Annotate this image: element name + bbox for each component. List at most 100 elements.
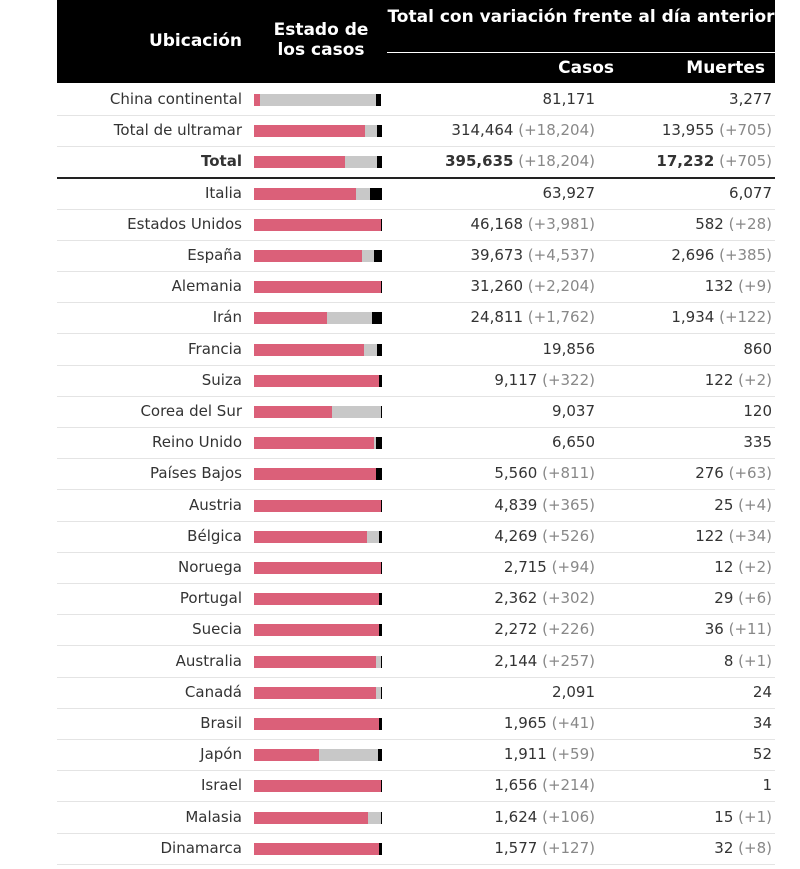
active-segment	[254, 156, 345, 168]
deaths-value: 335	[743, 433, 772, 451]
deaths-value: 24	[752, 683, 772, 701]
active-segment	[254, 468, 376, 480]
cases-cell: 19,856	[357, 340, 596, 359]
cases-value: 395,635	[445, 152, 514, 170]
table-header: Ubicación Estado de los casos Total con …	[57, 0, 775, 83]
recovered-segment	[260, 94, 376, 106]
deaths-segment	[381, 219, 382, 231]
cases-change: (+322)	[542, 371, 595, 389]
active-segment	[254, 531, 367, 543]
active-segment	[254, 749, 319, 761]
header-deaths: Muertes	[686, 58, 765, 78]
header-total: Total con variación frente al día anteri…	[387, 7, 775, 27]
cases-change: (+3,981)	[527, 215, 595, 233]
cases-change: (+4,537)	[527, 246, 595, 264]
cases-cell: 9,117 (+322)	[357, 371, 595, 390]
cases-value: 2,144	[494, 652, 538, 670]
deaths-segment	[377, 344, 382, 356]
location-name: Portugal	[179, 589, 242, 607]
active-segment	[254, 562, 381, 574]
recovered-segment	[368, 812, 381, 824]
deaths-cell: 32 (+8)	[597, 839, 772, 858]
active-segment	[254, 219, 381, 231]
deaths-segment	[379, 375, 382, 387]
deaths-segment	[381, 812, 382, 824]
table-row: Suiza 9,117 (+322) 122 (+2)	[57, 365, 775, 397]
recovered-segment	[319, 749, 378, 761]
location-name: Suiza	[201, 371, 242, 389]
deaths-change: (+385)	[719, 246, 772, 264]
deaths-value: 1,934	[671, 308, 715, 326]
deaths-value: 52	[752, 745, 772, 763]
active-segment	[254, 780, 381, 792]
location-name: Países Bajos	[150, 464, 242, 482]
deaths-segment	[379, 843, 382, 855]
deaths-cell: 122 (+34)	[597, 527, 772, 546]
cases-value: 81,171	[542, 90, 596, 108]
deaths-value: 582	[695, 215, 724, 233]
deaths-cell: 15 (+1)	[597, 808, 772, 827]
cases-value: 6,650	[552, 433, 595, 451]
deaths-value: 25	[714, 496, 734, 514]
deaths-change: (+11)	[728, 620, 772, 638]
table-row: Israel 1,656 (+214) 1	[57, 770, 775, 802]
deaths-value: 122	[704, 371, 734, 389]
cases-cell: 2,144 (+257)	[357, 652, 595, 671]
location-name: Austria	[189, 496, 242, 514]
status-bar	[254, 656, 382, 668]
deaths-segment	[379, 593, 382, 605]
recovered-segment	[376, 656, 381, 668]
location-name: España	[187, 246, 242, 264]
cases-change: (+18,204)	[518, 121, 595, 139]
deaths-cell: 8 (+1)	[597, 652, 772, 671]
location-name: Francia	[187, 340, 242, 358]
deaths-cell: 582 (+28)	[597, 215, 772, 234]
deaths-cell: 25 (+4)	[597, 496, 772, 515]
active-segment	[254, 375, 379, 387]
status-bar	[254, 94, 382, 106]
cases-change: (+41)	[551, 714, 595, 732]
deaths-cell: 6,077	[597, 184, 772, 203]
cases-value: 9,117	[494, 371, 538, 389]
header-location: Ubicación	[148, 31, 242, 51]
location-name: Alemania	[171, 277, 242, 295]
deaths-value: 132	[704, 277, 734, 295]
deaths-cell: 1,934 (+122)	[597, 308, 772, 327]
active-segment	[254, 94, 260, 106]
cases-cell: 395,635 (+18,204)	[357, 152, 595, 171]
table-row: Italia 63,927 6,077	[57, 178, 775, 210]
deaths-value: 8	[723, 652, 734, 670]
deaths-cell: 335	[597, 433, 772, 452]
cases-value: 1,911	[503, 745, 547, 763]
deaths-cell: 860	[597, 340, 772, 359]
cases-value: 39,673	[470, 246, 524, 264]
deaths-value: 3,277	[729, 90, 772, 108]
deaths-value: 12	[714, 558, 734, 576]
table-row: Australia 2,144 (+257) 8 (+1)	[57, 646, 775, 678]
deaths-segment	[377, 156, 382, 168]
deaths-cell: 132 (+9)	[597, 277, 772, 296]
deaths-cell: 1	[597, 776, 772, 795]
status-bar	[254, 406, 382, 418]
location-name: Israel	[201, 776, 242, 794]
cases-cell: 9,037	[357, 402, 595, 421]
location-name: Malasia	[185, 808, 242, 826]
active-segment	[254, 281, 381, 293]
deaths-change: (+2)	[738, 371, 772, 389]
deaths-change: (+34)	[728, 527, 772, 545]
active-segment	[254, 812, 368, 824]
active-segment	[254, 188, 356, 200]
deaths-segment	[376, 468, 382, 480]
cases-cell: 1,624 (+106)	[357, 808, 595, 827]
deaths-change: (+2)	[738, 558, 772, 576]
active-segment	[254, 312, 327, 324]
status-bar	[254, 219, 382, 231]
cases-cell: 4,269 (+526)	[357, 527, 595, 546]
header-cases: Casos	[558, 58, 614, 78]
deaths-segment	[381, 687, 382, 699]
deaths-change: (+9)	[738, 277, 772, 295]
table-row: Total 395,635 (+18,204) 17,232 (+705)	[57, 146, 775, 179]
active-segment	[254, 250, 362, 262]
cases-value: 31,260	[470, 277, 524, 295]
table-row: Países Bajos 5,560 (+811) 276 (+63)	[57, 458, 775, 490]
